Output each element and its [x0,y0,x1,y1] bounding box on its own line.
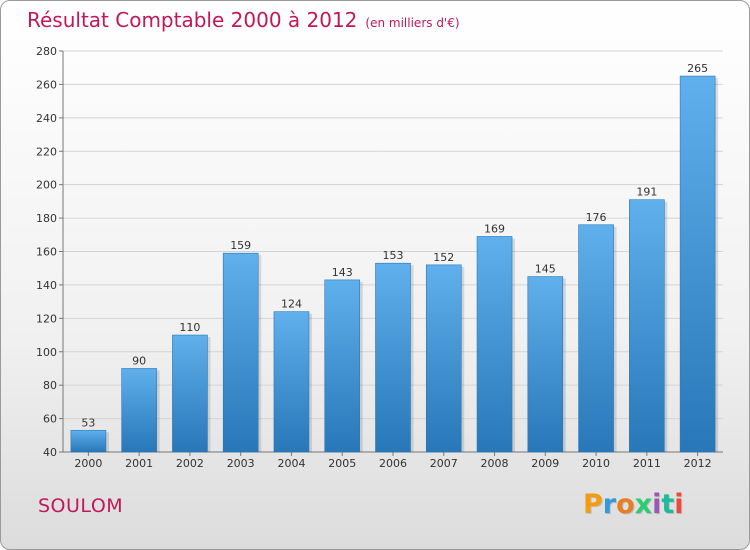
chart-subtitle: (en milliers d'€) [365,16,460,30]
data-label-2010: 176 [586,211,607,224]
y-tick-label: 40 [43,446,57,459]
x-tick-label-2010: 2010 [582,457,610,470]
chart-title: Résultat Comptable 2000 à 2012 (en millie… [27,8,460,32]
bar-2010 [578,224,614,453]
y-tick-label: 100 [36,346,57,359]
logo-letter: i [652,489,662,520]
y-tick-label: 140 [36,279,57,292]
logo-letter: P [583,489,603,520]
data-label-2009: 145 [535,263,556,276]
y-tick-label: 60 [43,413,57,426]
x-tick-label-2002: 2002 [176,457,204,470]
proxiti-logo: Proxiti [583,489,684,520]
bar-2011 [629,199,665,453]
y-tick-label: 260 [36,78,57,91]
bar-2007 [425,264,462,453]
place-name: SOULOM [38,495,124,517]
x-tick-label-2003: 2003 [227,457,255,470]
x-tick-label-2001: 2001 [125,457,153,470]
data-label-2003: 159 [230,239,251,252]
y-tick-label: 220 [36,145,57,158]
bar-2005 [324,279,361,453]
data-label-2005: 143 [332,266,353,279]
data-label-2012: 265 [687,62,708,75]
logo-letter: t [661,489,675,520]
x-tick-label-2012: 2012 [684,457,712,470]
data-label-2006: 153 [383,249,404,262]
x-tick-label-2005: 2005 [328,457,356,470]
title-text: Résultat Comptable 2000 à 2012 [27,8,358,32]
x-tick-label-2008: 2008 [481,457,509,470]
y-tick-label: 200 [36,179,57,192]
x-tick-label-2009: 2009 [531,457,559,470]
bar-2000 [70,429,107,453]
y-tick-label: 160 [36,246,57,259]
data-label-2008: 169 [484,222,505,235]
data-label-2002: 110 [179,321,200,334]
data-label-2011: 191 [636,186,657,199]
data-label-2000: 53 [81,416,95,429]
y-tick-label: 240 [36,112,57,125]
x-tick-label-2004: 2004 [277,457,305,470]
y-tick-label: 180 [36,212,57,225]
data-label-2004: 124 [281,298,302,311]
bar-2006 [375,262,411,453]
y-tick-label: 280 [36,45,57,58]
bar-2001 [121,368,157,453]
bar-2008 [476,236,513,453]
logo-letter: x [634,489,653,520]
bar-2002 [172,334,208,453]
logo-letter: r [602,489,617,520]
logo-letter: o [616,489,635,520]
logo-letter: i [674,489,684,520]
y-tick-label: 80 [43,379,57,392]
data-label-2001: 90 [132,354,146,367]
x-tick-label-2007: 2007 [430,457,458,470]
x-tick-label-2006: 2006 [379,457,407,470]
x-tick-label-2000: 2000 [74,457,102,470]
bar-2003 [222,252,259,453]
data-label-2007: 152 [433,251,454,264]
x-tick-label-2011: 2011 [633,457,661,470]
bar-2009 [527,276,564,453]
bar-2012 [679,75,716,453]
y-tick-label: 120 [36,312,57,325]
bar-2004 [273,311,310,453]
